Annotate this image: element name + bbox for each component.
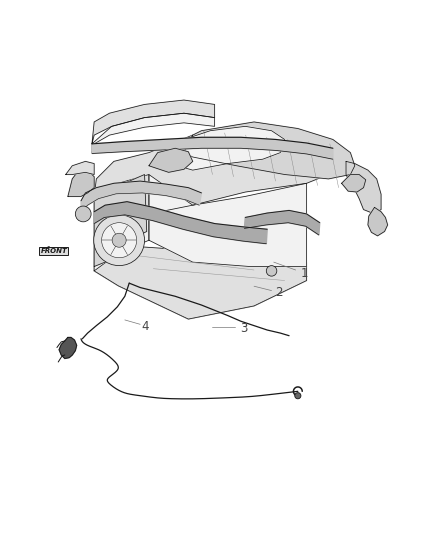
Polygon shape — [149, 148, 193, 172]
Polygon shape — [94, 247, 307, 319]
Text: 4: 4 — [141, 320, 149, 333]
Circle shape — [94, 215, 145, 265]
Text: 2: 2 — [275, 286, 283, 300]
Polygon shape — [94, 126, 333, 214]
Polygon shape — [94, 249, 307, 319]
Polygon shape — [184, 122, 355, 179]
Text: FRONT: FRONT — [40, 248, 67, 254]
Polygon shape — [92, 113, 215, 152]
Polygon shape — [66, 161, 94, 174]
Polygon shape — [81, 181, 201, 212]
Polygon shape — [59, 337, 77, 359]
Polygon shape — [68, 170, 94, 197]
Polygon shape — [92, 100, 215, 144]
Circle shape — [266, 265, 277, 276]
Circle shape — [75, 206, 91, 222]
Polygon shape — [368, 207, 388, 236]
Circle shape — [295, 393, 301, 399]
Polygon shape — [162, 126, 285, 170]
Text: 3: 3 — [240, 322, 247, 335]
Polygon shape — [244, 211, 320, 235]
Polygon shape — [342, 174, 366, 192]
Circle shape — [102, 223, 137, 258]
Polygon shape — [346, 161, 381, 214]
Polygon shape — [94, 174, 149, 271]
Polygon shape — [94, 201, 267, 244]
Circle shape — [112, 233, 126, 247]
Polygon shape — [94, 174, 147, 266]
Text: 1: 1 — [300, 266, 308, 280]
Polygon shape — [92, 138, 333, 159]
Polygon shape — [149, 174, 307, 266]
